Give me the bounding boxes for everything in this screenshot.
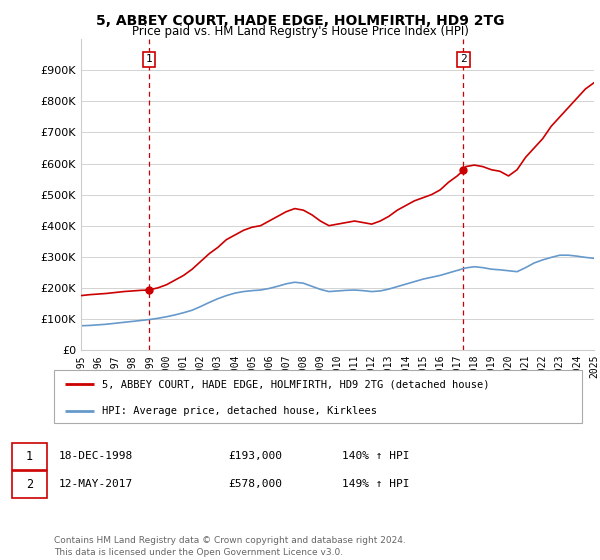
Text: Price paid vs. HM Land Registry's House Price Index (HPI): Price paid vs. HM Land Registry's House … [131,25,469,38]
Text: HPI: Average price, detached house, Kirklees: HPI: Average price, detached house, Kirk… [101,406,377,416]
Text: 2: 2 [26,478,33,491]
Text: 5, ABBEY COURT, HADE EDGE, HOLMFIRTH, HD9 2TG (detached house): 5, ABBEY COURT, HADE EDGE, HOLMFIRTH, HD… [101,380,489,390]
Text: 140% ↑ HPI: 140% ↑ HPI [342,451,409,461]
Text: 5, ABBEY COURT, HADE EDGE, HOLMFIRTH, HD9 2TG: 5, ABBEY COURT, HADE EDGE, HOLMFIRTH, HD… [96,14,504,28]
Text: £578,000: £578,000 [228,479,282,489]
FancyBboxPatch shape [54,370,582,423]
Text: 12-MAY-2017: 12-MAY-2017 [59,479,133,489]
Text: 1: 1 [145,54,152,64]
Text: 18-DEC-1998: 18-DEC-1998 [59,451,133,461]
Text: Contains HM Land Registry data © Crown copyright and database right 2024.
This d: Contains HM Land Registry data © Crown c… [54,536,406,557]
Text: £193,000: £193,000 [228,451,282,461]
Text: 149% ↑ HPI: 149% ↑ HPI [342,479,409,489]
Text: 2: 2 [460,54,467,64]
Text: 1: 1 [26,450,33,463]
